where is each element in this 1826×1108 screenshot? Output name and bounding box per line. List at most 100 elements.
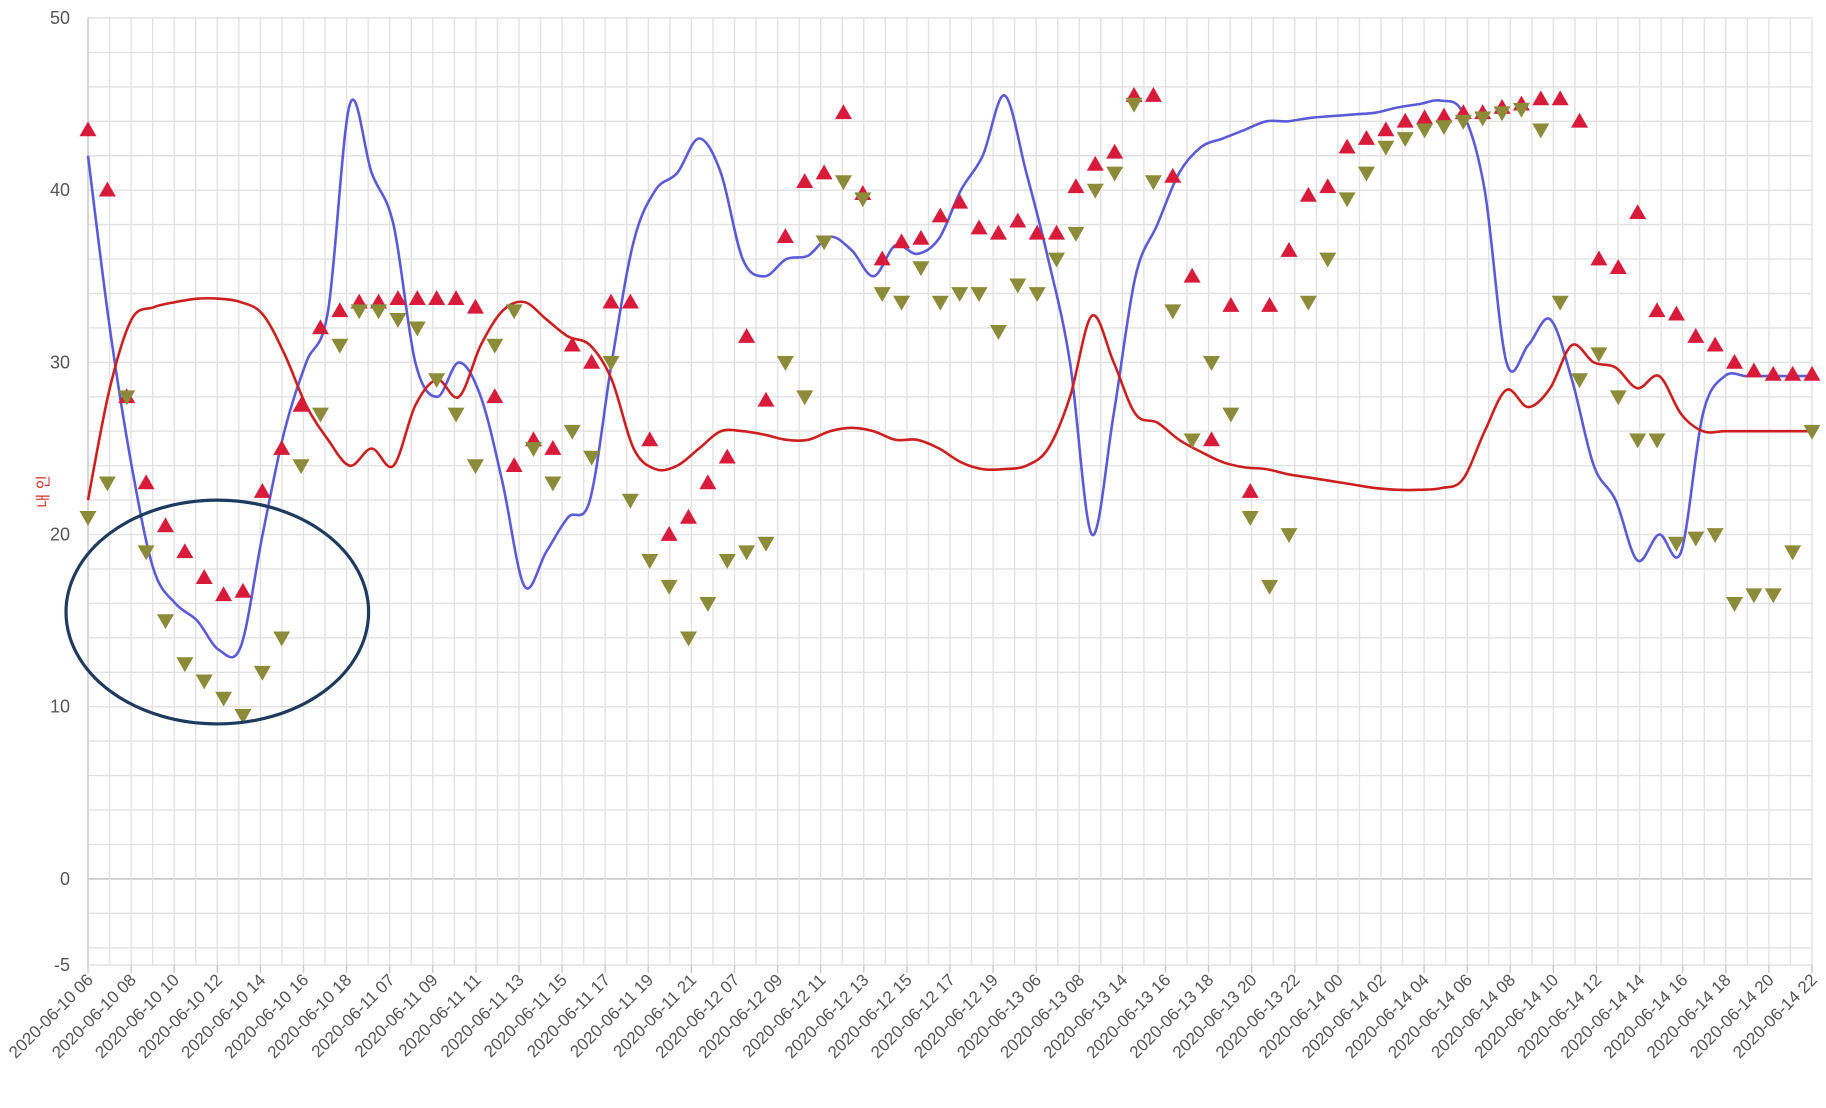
data-point <box>1261 297 1279 312</box>
data-point <box>1590 250 1608 266</box>
data-point <box>234 582 252 598</box>
data-point <box>466 298 484 314</box>
y-tick-label: 10 <box>50 697 70 717</box>
y-axis-label: 내 인 <box>34 475 52 507</box>
highlight-ellipse <box>64 498 371 726</box>
data-point <box>1048 252 1066 268</box>
data-point <box>1164 167 1182 183</box>
data-point <box>544 439 562 455</box>
data-point <box>873 287 891 302</box>
y-tick-label: 50 <box>50 8 70 28</box>
data-point <box>931 207 949 223</box>
data-point <box>931 295 949 311</box>
data-point <box>1551 295 1569 311</box>
y-tick-label: 0 <box>60 869 70 889</box>
data-point <box>408 321 426 337</box>
data-point <box>1144 175 1162 191</box>
data-point <box>1125 97 1143 113</box>
data-point <box>1280 241 1298 257</box>
data-point <box>1299 186 1317 202</box>
data-point <box>1706 336 1724 352</box>
data-point <box>679 508 697 524</box>
data-point <box>1086 183 1104 199</box>
data-point <box>1009 278 1027 294</box>
data-point <box>234 708 252 724</box>
data-point <box>79 510 97 526</box>
data-point <box>796 390 814 406</box>
data-point <box>970 287 988 302</box>
data-point <box>1067 178 1085 194</box>
data-point <box>1106 166 1124 182</box>
data-point <box>1454 114 1472 130</box>
data-point <box>699 474 717 490</box>
data-point <box>1629 433 1647 449</box>
data-point <box>1629 204 1647 219</box>
data-point <box>989 324 1007 340</box>
data-point <box>912 261 930 277</box>
data-point <box>447 290 465 306</box>
data-point <box>137 545 155 561</box>
series-line <box>86 296 1812 501</box>
data-point <box>970 219 988 235</box>
y-axis-title: 내 인 <box>34 475 52 507</box>
data-point <box>834 175 852 191</box>
data-point <box>873 250 891 266</box>
y-tick-label: 30 <box>50 352 70 372</box>
data-point <box>951 287 969 302</box>
series-3 <box>79 97 1821 724</box>
data-point <box>1009 212 1027 228</box>
series-0 <box>86 94 1812 659</box>
data-point <box>311 319 329 335</box>
data-point <box>1183 267 1201 283</box>
data-point <box>1280 528 1298 544</box>
data-point <box>583 450 601 466</box>
data-point <box>505 457 523 473</box>
data-point <box>718 553 736 569</box>
data-point <box>1435 107 1453 123</box>
data-point <box>1416 109 1434 125</box>
data-point <box>311 407 329 423</box>
data-point <box>602 293 620 309</box>
data-point <box>1493 106 1511 122</box>
data-point <box>679 631 697 647</box>
data-point <box>389 290 407 306</box>
data-point <box>1590 347 1608 363</box>
data-point <box>1706 528 1724 544</box>
y-tick-label: 20 <box>50 525 70 545</box>
data-point <box>893 295 911 311</box>
data-point <box>331 338 349 354</box>
data-point <box>215 586 233 602</box>
data-point <box>1048 224 1066 240</box>
data-point <box>1222 297 1240 312</box>
data-point <box>1028 224 1046 240</box>
data-point <box>1803 365 1821 381</box>
data-point <box>1299 295 1317 311</box>
data-point <box>1357 130 1375 145</box>
y-axis-ticks: -5 0 10 20 30 40 50 <box>50 8 70 975</box>
data-point <box>563 336 581 352</box>
data-point <box>1086 155 1104 171</box>
data-point <box>156 517 174 533</box>
data-point <box>621 493 639 509</box>
series-2 <box>79 86 1821 602</box>
data-point <box>98 476 116 492</box>
data-point <box>1667 305 1685 321</box>
data-point <box>1474 111 1492 127</box>
data-point <box>1532 123 1550 139</box>
data-point <box>1687 531 1705 547</box>
data-point <box>1203 355 1221 371</box>
data-point <box>1571 373 1589 389</box>
data-point <box>1183 433 1201 449</box>
y-tick-label: 40 <box>50 180 70 200</box>
data-point <box>1338 138 1356 154</box>
data-point <box>1667 536 1685 552</box>
data-point <box>1803 424 1821 440</box>
data-point <box>176 543 194 559</box>
data-point <box>1764 365 1782 381</box>
data-point <box>757 391 775 407</box>
data-point <box>1609 390 1627 406</box>
data-point <box>1319 178 1337 194</box>
data-point <box>215 691 233 707</box>
data-point <box>815 235 833 251</box>
